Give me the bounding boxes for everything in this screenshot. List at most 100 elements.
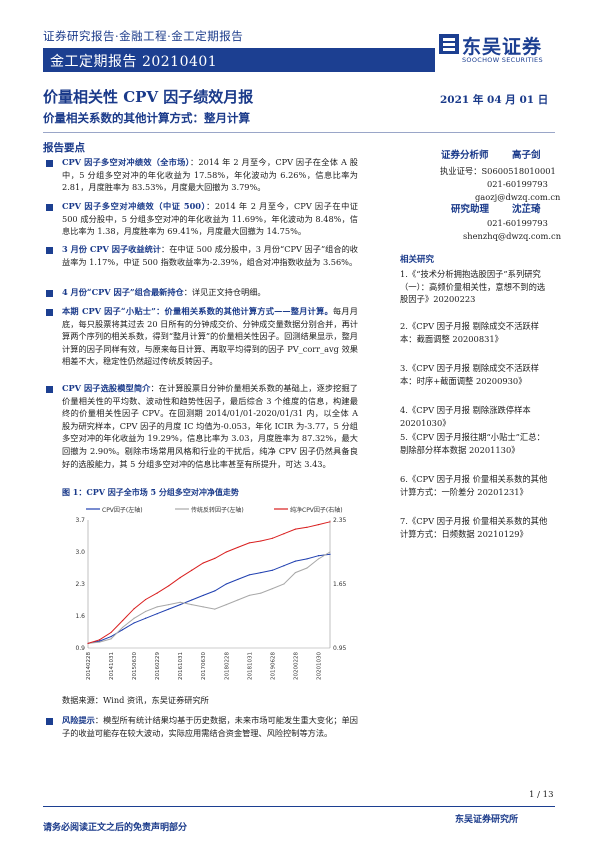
related-item: 3.《CPV 因子月报 剔除成交不活跃样本：时序+截面调整 20200930》 [400,363,539,386]
series-point-1 [214,608,216,610]
series-point-2 [237,546,239,549]
right-tick-label: 1.65 [333,581,347,588]
related-research-heading: 相关研究 [400,255,435,265]
series-point-0 [202,594,204,597]
series-point-2 [248,542,250,544]
series-line-0 [87,553,331,644]
series-point-1 [225,603,227,606]
related-item: 6.《CPV 因子月报 价量相关系数的其他计算方式：一阶差分 20201231》 [400,474,548,497]
paragraph-tips: 本期 CPV 因子“小贴士”：价量相关系数的其他计算方式——整月计算。每月月底，… [62,306,358,367]
series-point-2 [225,551,227,553]
series-point-2 [179,577,181,579]
series-point-1 [271,587,273,590]
series-point-1 [156,606,158,608]
analyst-name: 高子剑 [512,150,541,161]
page-number: 1 / 13 [529,790,554,800]
series-point-2 [156,592,158,594]
series-point-0 [214,590,216,592]
left-tick-label: 1.6 [75,613,85,620]
bullet-icon [46,290,53,297]
series-point-2 [214,557,216,559]
series-point-0 [317,555,320,557]
analyst-phone: 021-60199793 [487,179,548,189]
chart-container: CPV因子(左轴) 传统反转因子(左轴) 纯净CPV因子(右轴) 3.7 3.0 2… [62,500,360,685]
series-point-0 [156,613,158,615]
related-item: 4.《CPV 因子月报 剔除涨跌停样本 20201030》 [400,405,531,428]
series-point-1 [260,592,262,594]
bullet-icon [46,718,53,725]
series-point-2 [145,598,147,601]
series-point-1 [133,617,135,619]
series-point-1 [145,610,147,613]
institute-name: 东吴证券研究所 [455,815,519,825]
paragraph-risk: 风险提示：模型所有统计结果均基于历史数据，未来市场可能发生重大变化；单因子的收益… [62,715,358,738]
series-point-2 [133,608,135,610]
bullet-icon [46,247,53,254]
paragraph-march-stats: 3 月份 CPV 因子收益统计：在中证 500 成分股中，3 月份“CPV 因子… [62,244,358,267]
series-point-2 [306,526,308,528]
left-tick-label: 0.9 [75,645,85,652]
series-point-0 [248,574,250,576]
paragraph-april-holdings: 4 月份“CPV 因子”组合最新持仓：详见正文持仓明细。 [62,287,266,297]
x-tick-label: 20141031 [109,652,115,680]
chart-legend: CPV因子(左轴) 传统反转因子(左轴) 纯净CPV因子(右轴) [86,506,343,514]
series-point-0 [225,583,227,585]
series-point-2 [168,585,170,587]
series-point-1 [98,641,101,643]
series-point-1 [294,571,297,574]
series-line-1 [87,551,331,644]
footer-divider [43,806,555,807]
analyst-cert: 执业证号：S0600518010001 [440,166,556,176]
divider [43,132,555,133]
x-tick-label: 20170630 [201,652,207,680]
header-bar [43,48,435,72]
series-point-1 [121,626,124,629]
series-point-1 [237,599,239,601]
series-point-2 [191,569,193,571]
report-subtitle: 价量相关系数的其他计算方式：整月计算 [43,111,250,125]
chart-source: 数据来源：Wind 资讯，东吴证券研究所 [62,695,209,705]
series-point-0 [237,578,239,581]
left-tick-label: 2.3 [75,581,85,588]
series-point-0 [110,635,112,638]
related-item: 5.《CPV 因子月报往期“小贴士”汇总：剔除部分样本数据 20201130》 [400,432,545,455]
brand-logo [437,30,557,70]
x-tick-label: 20200228 [293,652,299,680]
paragraph-csi500: CPV 因子多空对冲绩效（中证 500）：2014 年 2 月至今，CPV 因子… [62,201,358,237]
series-point-1 [248,594,250,597]
assistant-role: 研究助理 [451,204,490,215]
right-tick-label: 2.35 [333,517,347,524]
x-tick-label: 20140228 [86,652,92,680]
series-point-0 [260,571,262,574]
legend-label-cpv: CPV因子(左轴) [102,506,143,514]
series-point-1 [202,606,204,608]
bullet-icon [46,309,53,316]
left-tick-label: 3.7 [75,517,85,524]
series-point-2 [317,523,320,526]
series-point-0 [329,553,331,555]
series-point-0 [168,608,170,610]
bullet-icon [46,160,53,167]
x-tick-label: 20201030 [316,652,322,680]
series-point-2 [121,619,124,622]
series-point-1 [283,583,285,585]
series-point-0 [133,622,135,624]
series-point-0 [294,560,297,562]
legend-label-reversal: 传统反转因子(左轴) [191,506,244,514]
report-series-title: 金工定期报告 20210401 [50,54,218,70]
analyst-role: 证券分析师 [441,150,489,161]
logo-mark-icon [439,34,459,54]
analyst-email: gaozj@dwzq.com.cn [475,192,561,202]
assistant-name: 沈芷琦 [512,204,541,215]
assistant-email: shenzhq@dwzq.com.cn [463,231,562,241]
series-point-0 [179,603,181,606]
series-point-2 [271,537,273,539]
bullet-icon [46,386,53,393]
series-point-2 [294,528,297,530]
logo-english-text: SOOCHOW SECURITIES [462,56,543,64]
series-point-2 [87,642,89,645]
series-point-2 [260,540,262,542]
x-tick-label: 20150630 [132,652,138,680]
series-point-1 [306,567,308,569]
series-point-0 [98,640,101,642]
